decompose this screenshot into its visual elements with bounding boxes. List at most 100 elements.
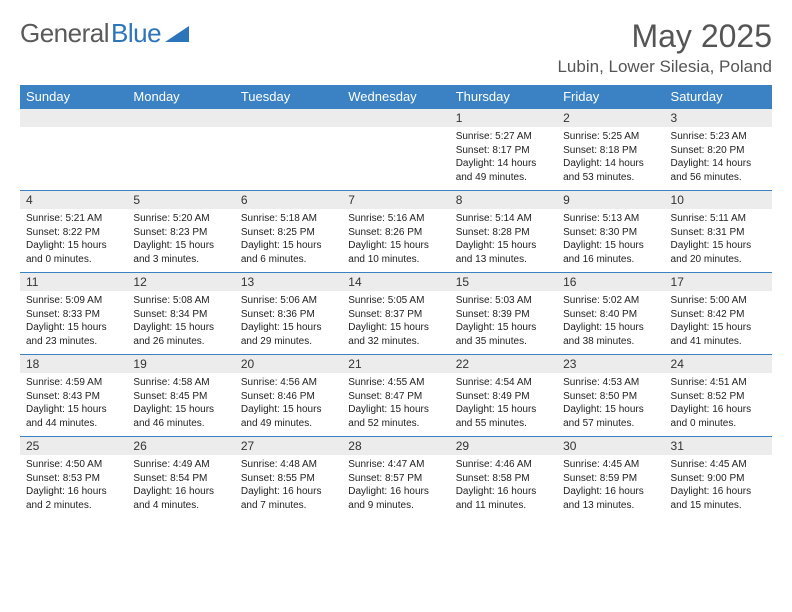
day-number: 11 xyxy=(20,273,127,292)
daylight-text: Daylight: 15 hours and 44 minutes. xyxy=(26,403,121,430)
day-number: 6 xyxy=(235,191,342,210)
sunset-text: Sunset: 8:20 PM xyxy=(671,144,766,158)
day-cell: Sunrise: 4:46 AMSunset: 8:58 PMDaylight:… xyxy=(450,455,557,518)
sunrise-text: Sunrise: 5:25 AM xyxy=(563,130,658,144)
day-number: 18 xyxy=(20,355,127,374)
day-number: 20 xyxy=(235,355,342,374)
sunset-text: Sunset: 8:40 PM xyxy=(563,308,658,322)
sunrise-text: Sunrise: 4:50 AM xyxy=(26,458,121,472)
day-number: 9 xyxy=(557,191,664,210)
day-number: 5 xyxy=(127,191,234,210)
sunrise-text: Sunrise: 5:11 AM xyxy=(671,212,766,226)
sunset-text: Sunset: 8:58 PM xyxy=(456,472,551,486)
content-row: Sunrise: 5:09 AMSunset: 8:33 PMDaylight:… xyxy=(20,291,772,355)
sunrise-text: Sunrise: 5:08 AM xyxy=(133,294,228,308)
sunset-text: Sunset: 8:17 PM xyxy=(456,144,551,158)
sunrise-text: Sunrise: 5:05 AM xyxy=(348,294,443,308)
sunrise-text: Sunrise: 5:03 AM xyxy=(456,294,551,308)
day-number: 10 xyxy=(665,191,772,210)
daylight-text: Daylight: 15 hours and 49 minutes. xyxy=(241,403,336,430)
day-cell: Sunrise: 5:02 AMSunset: 8:40 PMDaylight:… xyxy=(557,291,664,355)
sunset-text: Sunset: 8:39 PM xyxy=(456,308,551,322)
daylight-text: Daylight: 15 hours and 41 minutes. xyxy=(671,321,766,348)
day-number: 14 xyxy=(342,273,449,292)
daylight-text: Daylight: 15 hours and 0 minutes. xyxy=(26,239,121,266)
logo: GeneralBlue xyxy=(20,18,191,49)
sunset-text: Sunset: 8:25 PM xyxy=(241,226,336,240)
day-cell: Sunrise: 5:06 AMSunset: 8:36 PMDaylight:… xyxy=(235,291,342,355)
daylight-text: Daylight: 15 hours and 16 minutes. xyxy=(563,239,658,266)
daylight-text: Daylight: 15 hours and 46 minutes. xyxy=(133,403,228,430)
sunrise-text: Sunrise: 4:56 AM xyxy=(241,376,336,390)
calendar-table: SundayMondayTuesdayWednesdayThursdayFrid… xyxy=(20,85,772,518)
sunrise-text: Sunrise: 5:14 AM xyxy=(456,212,551,226)
day-number: 15 xyxy=(450,273,557,292)
daylight-text: Daylight: 15 hours and 35 minutes. xyxy=(456,321,551,348)
sunrise-text: Sunrise: 4:51 AM xyxy=(671,376,766,390)
day-header-friday: Friday xyxy=(557,85,664,109)
daylight-text: Daylight: 15 hours and 20 minutes. xyxy=(671,239,766,266)
day-header-sunday: Sunday xyxy=(20,85,127,109)
day-number: 22 xyxy=(450,355,557,374)
sunrise-text: Sunrise: 4:47 AM xyxy=(348,458,443,472)
day-cell: Sunrise: 4:56 AMSunset: 8:46 PMDaylight:… xyxy=(235,373,342,437)
day-cell: Sunrise: 5:13 AMSunset: 8:30 PMDaylight:… xyxy=(557,209,664,273)
daylight-text: Daylight: 16 hours and 4 minutes. xyxy=(133,485,228,512)
day-number: 8 xyxy=(450,191,557,210)
sunset-text: Sunset: 8:34 PM xyxy=(133,308,228,322)
day-cell: Sunrise: 4:55 AMSunset: 8:47 PMDaylight:… xyxy=(342,373,449,437)
sunset-text: Sunset: 9:00 PM xyxy=(671,472,766,486)
daylight-text: Daylight: 15 hours and 6 minutes. xyxy=(241,239,336,266)
day-cell xyxy=(235,127,342,191)
day-number: 24 xyxy=(665,355,772,374)
sunrise-text: Sunrise: 5:18 AM xyxy=(241,212,336,226)
sunrise-text: Sunrise: 4:46 AM xyxy=(456,458,551,472)
day-cell xyxy=(342,127,449,191)
day-cell xyxy=(127,127,234,191)
sunset-text: Sunset: 8:22 PM xyxy=(26,226,121,240)
day-number: 23 xyxy=(557,355,664,374)
location-text: Lubin, Lower Silesia, Poland xyxy=(557,57,772,77)
sunset-text: Sunset: 8:53 PM xyxy=(26,472,121,486)
sunrise-text: Sunrise: 4:53 AM xyxy=(563,376,658,390)
sunrise-text: Sunrise: 4:48 AM xyxy=(241,458,336,472)
sunset-text: Sunset: 8:42 PM xyxy=(671,308,766,322)
day-number: 30 xyxy=(557,437,664,456)
day-cell: Sunrise: 5:05 AMSunset: 8:37 PMDaylight:… xyxy=(342,291,449,355)
day-cell: Sunrise: 5:11 AMSunset: 8:31 PMDaylight:… xyxy=(665,209,772,273)
sunrise-text: Sunrise: 4:54 AM xyxy=(456,376,551,390)
sunrise-text: Sunrise: 4:59 AM xyxy=(26,376,121,390)
sunset-text: Sunset: 8:45 PM xyxy=(133,390,228,404)
daynum-row: 25262728293031 xyxy=(20,437,772,456)
sunset-text: Sunset: 8:49 PM xyxy=(456,390,551,404)
sunset-text: Sunset: 8:54 PM xyxy=(133,472,228,486)
day-cell: Sunrise: 5:18 AMSunset: 8:25 PMDaylight:… xyxy=(235,209,342,273)
sunrise-text: Sunrise: 5:09 AM xyxy=(26,294,121,308)
day-cell: Sunrise: 5:03 AMSunset: 8:39 PMDaylight:… xyxy=(450,291,557,355)
day-number: 31 xyxy=(665,437,772,456)
day-cell: Sunrise: 4:45 AMSunset: 9:00 PMDaylight:… xyxy=(665,455,772,518)
day-number: 17 xyxy=(665,273,772,292)
day-cell: Sunrise: 4:51 AMSunset: 8:52 PMDaylight:… xyxy=(665,373,772,437)
sunset-text: Sunset: 8:23 PM xyxy=(133,226,228,240)
sunrise-text: Sunrise: 4:55 AM xyxy=(348,376,443,390)
month-title: May 2025 xyxy=(557,18,772,55)
day-cell: Sunrise: 4:45 AMSunset: 8:59 PMDaylight:… xyxy=(557,455,664,518)
day-cell: Sunrise: 4:50 AMSunset: 8:53 PMDaylight:… xyxy=(20,455,127,518)
day-cell: Sunrise: 4:54 AMSunset: 8:49 PMDaylight:… xyxy=(450,373,557,437)
logo-triangle-icon xyxy=(165,24,191,44)
daylight-text: Daylight: 15 hours and 55 minutes. xyxy=(456,403,551,430)
sunrise-text: Sunrise: 5:06 AM xyxy=(241,294,336,308)
sunset-text: Sunset: 8:50 PM xyxy=(563,390,658,404)
day-number: 26 xyxy=(127,437,234,456)
day-cell: Sunrise: 5:23 AMSunset: 8:20 PMDaylight:… xyxy=(665,127,772,191)
daylight-text: Daylight: 16 hours and 13 minutes. xyxy=(563,485,658,512)
day-cell: Sunrise: 4:49 AMSunset: 8:54 PMDaylight:… xyxy=(127,455,234,518)
daynum-row: 123 xyxy=(20,109,772,128)
sunrise-text: Sunrise: 5:21 AM xyxy=(26,212,121,226)
day-cell: Sunrise: 4:48 AMSunset: 8:55 PMDaylight:… xyxy=(235,455,342,518)
day-cell: Sunrise: 5:16 AMSunset: 8:26 PMDaylight:… xyxy=(342,209,449,273)
day-header-wednesday: Wednesday xyxy=(342,85,449,109)
day-header-tuesday: Tuesday xyxy=(235,85,342,109)
day-number: 12 xyxy=(127,273,234,292)
